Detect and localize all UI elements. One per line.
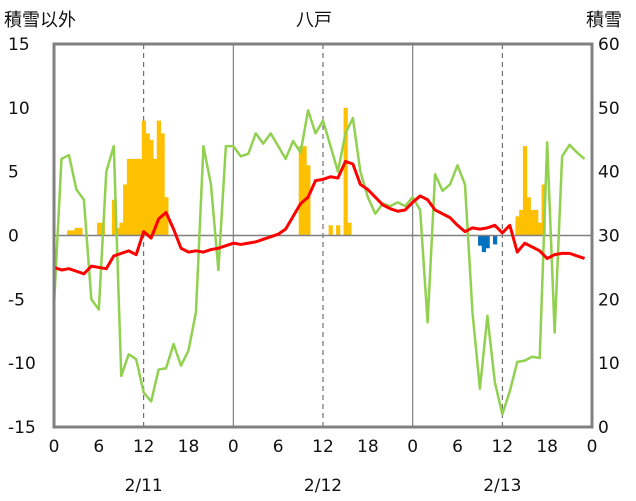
x-hour-tick-label: 12: [492, 437, 514, 457]
precipitation-bar: [145, 133, 150, 236]
precipitation-bar: [336, 225, 341, 236]
precipitation-bar: [149, 139, 154, 236]
precipitation-bar: [530, 209, 535, 236]
precipitation-bar: [141, 120, 147, 236]
left-tick-label: 10: [8, 99, 30, 119]
plot-frame: [52, 42, 594, 429]
x-hour-tick-label: 6: [273, 437, 284, 457]
precipitation-bar: [515, 216, 520, 236]
precipitation-bar: [481, 235, 487, 253]
chart-title: 八戸: [296, 10, 332, 31]
precipitation-bar: [156, 120, 161, 236]
right-tick-label: 0: [598, 418, 609, 438]
precipitation-bar: [347, 222, 352, 236]
x-hour-tick-label: 6: [93, 437, 104, 457]
precipitation-bar: [526, 197, 531, 236]
precipitation-bar: [534, 209, 539, 236]
x-hour-tick-label: 18: [357, 437, 379, 457]
precipitation-bar: [302, 146, 307, 236]
precipitation-bar: [70, 230, 76, 236]
x-hour-tick-label: 18: [536, 437, 558, 457]
red-series-line: [53, 159, 586, 276]
precipitation-bar: [306, 165, 311, 236]
precipitation-bar: [74, 227, 79, 236]
right-axis-title: 積雪: [586, 10, 622, 31]
precipitation-bar: [126, 158, 132, 236]
precipitation-bar: [343, 107, 348, 236]
precipitation-bar: [537, 222, 543, 236]
x-hour-tick-label: 0: [587, 437, 598, 457]
precipitation-bar: [522, 146, 528, 236]
precipitation-bar: [96, 222, 102, 236]
x-hour-tick-label: 18: [178, 437, 200, 457]
right-tick-label: 30: [598, 227, 620, 247]
x-hour-tick-label: 0: [228, 437, 239, 457]
left-axis-title: 積雪以外: [4, 10, 76, 31]
precipitation-bar: [492, 235, 498, 245]
x-hour-tick-label: 12: [312, 437, 334, 457]
precipitation-bar: [111, 199, 117, 236]
left-tick-label: 15: [8, 35, 30, 55]
precipitation-bar: [519, 209, 524, 236]
x-date-label: 2/11: [125, 476, 163, 496]
right-tick-label: 20: [598, 290, 620, 310]
left-tick-label: -15: [8, 418, 36, 438]
precipitation-bar: [119, 222, 124, 236]
left-tick-label: 5: [8, 163, 19, 183]
x-date-label: 2/13: [483, 476, 521, 496]
precipitation-bar: [134, 158, 139, 236]
precipitation-bar: [78, 227, 83, 236]
x-hour-tick-label: 12: [133, 437, 155, 457]
precipitation-bar: [123, 184, 128, 236]
precipitation-bar: [67, 230, 72, 236]
left-tick-label: 0: [8, 227, 19, 247]
right-tick-label: 60: [598, 35, 620, 55]
x-hour-tick-label: 0: [407, 437, 418, 457]
left-tick-label: -5: [8, 290, 25, 310]
precipitation-bar: [160, 133, 165, 236]
x-hour-tick-label: 0: [49, 437, 60, 457]
right-tick-label: 50: [598, 99, 620, 119]
precipitation-bar: [130, 158, 135, 236]
precipitation-bar: [478, 235, 483, 246]
precipitation-bar: [153, 158, 158, 236]
green-series-line: [52, 109, 586, 416]
precipitation-bar: [138, 158, 143, 236]
precipitation-bar: [328, 225, 333, 236]
left-tick-label: -10: [8, 354, 36, 374]
precipitation-bar: [485, 235, 490, 249]
x-date-label: 2/12: [304, 476, 342, 496]
right-tick-label: 40: [598, 163, 620, 183]
x-hour-tick-label: 6: [452, 437, 463, 457]
precipitation-bar: [298, 146, 303, 236]
right-tick-label: 10: [598, 354, 620, 374]
